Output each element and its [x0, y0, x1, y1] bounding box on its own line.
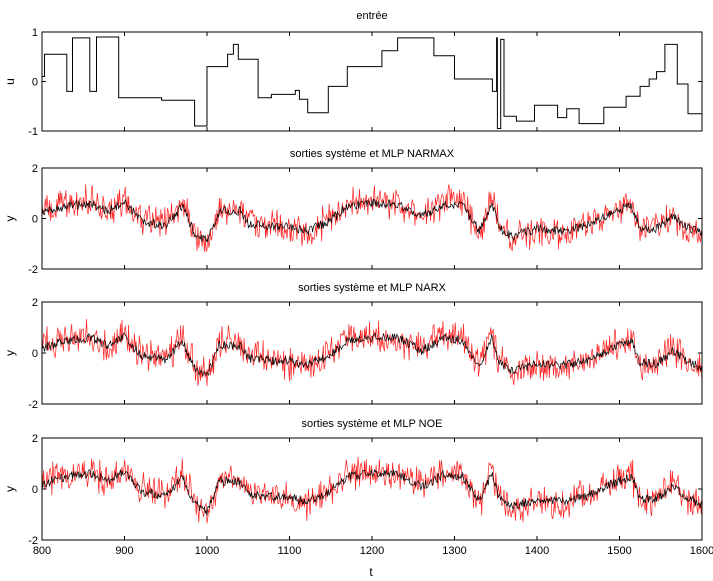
y-tick-label: 2	[32, 163, 38, 175]
panel-title: sorties système et MLP NARMAX	[290, 148, 455, 160]
x-tick-label: 800	[33, 545, 51, 557]
panel-noe: sorties système et MLP NOE y 800 900 1000 110…	[3, 418, 713, 557]
x-tick-label: 1200	[360, 545, 384, 557]
model-output-line	[42, 184, 702, 253]
x-axis-label: t	[369, 565, 373, 579]
system-output-line	[42, 198, 702, 243]
y-axis-label: u	[3, 78, 17, 85]
y-tick-label: 0	[32, 77, 38, 89]
y-tick-label: -2	[28, 399, 38, 411]
panel-title: entrée	[356, 10, 387, 22]
axes-box	[41, 437, 703, 541]
x-tick-label: 1600	[690, 545, 713, 557]
y-tick-label: 0	[32, 348, 38, 360]
y-tick-label: -1	[28, 126, 38, 138]
panel-narx: sorties système et MLP NARX y -2 0 2	[3, 282, 703, 411]
x-tick-label: 1500	[607, 545, 631, 557]
x-tick-label: 1100	[278, 545, 302, 557]
y-axis-label: y	[3, 216, 17, 222]
x-tick-label: 1300	[442, 545, 466, 557]
system-output-line	[42, 332, 702, 378]
y-tick-label: 2	[32, 433, 38, 445]
panel-narmax: sorties système et MLP NARMAX y -2 0 2	[3, 148, 703, 276]
axes-box	[41, 31, 703, 132]
y-tick-label: 0	[32, 214, 38, 226]
y-axis-label: y	[3, 350, 17, 356]
panel-title: sorties système et MLP NARX	[298, 282, 446, 294]
y-tick-label: -2	[28, 535, 38, 547]
system-output-line	[42, 469, 702, 516]
model-output-line	[42, 456, 702, 524]
input-series-line	[42, 36, 702, 129]
x-tick-label: 1400	[525, 545, 549, 557]
y-tick-label: 1	[32, 27, 38, 39]
x-tick-label: 1000	[195, 545, 219, 557]
x-tick-label: 900	[115, 545, 133, 557]
y-tick-label: 0	[32, 484, 38, 496]
y-axis-label: y	[3, 486, 17, 492]
model-output-line	[42, 318, 702, 387]
panel-title: sorties système et MLP NOE	[301, 418, 442, 430]
y-tick-label: -2	[28, 264, 38, 276]
panel-entree: entrée u -1 0 1	[3, 10, 703, 138]
y-tick-label: 2	[32, 297, 38, 309]
